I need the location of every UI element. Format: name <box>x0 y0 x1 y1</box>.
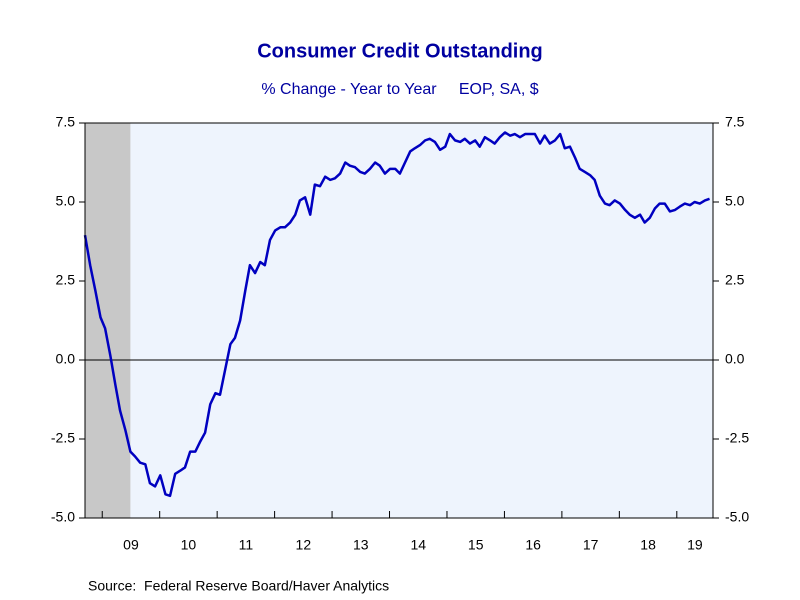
plot-area <box>85 123 713 518</box>
x-tick-label: 18 <box>640 537 656 553</box>
plot-frame <box>84 122 714 519</box>
x-tick-label: 11 <box>239 537 254 553</box>
y2-tick-label: 7.5 <box>725 114 745 130</box>
x-tick-label: 14 <box>410 537 426 553</box>
y-tick-label: 7.5 <box>56 114 76 130</box>
source-note: Source: Federal Reserve Board/Haver Anal… <box>88 578 389 594</box>
x-tick-label: 19 <box>687 537 703 553</box>
x-tick-label: 10 <box>181 537 197 553</box>
shaded-period <box>85 123 131 518</box>
y-tick-label: 2.5 <box>56 272 76 288</box>
x-tick-label: 16 <box>525 537 541 553</box>
y2-tick-label: 2.5 <box>725 272 745 288</box>
y-tick-label: -5.0 <box>51 509 75 525</box>
data-line <box>83 131 710 498</box>
y2-tick-label: -5.0 <box>725 509 749 525</box>
x-tick-label: 15 <box>468 537 484 553</box>
chart-title: Consumer Credit Outstanding <box>257 40 543 62</box>
x-tick-label: 13 <box>353 537 369 553</box>
y-tick-label: -2.5 <box>51 430 75 446</box>
x-tick-label: 09 <box>123 537 139 553</box>
x-tick-label: 12 <box>296 537 312 553</box>
y2-tick-label: -2.5 <box>725 430 749 446</box>
y-tick-label: 5.0 <box>56 193 76 209</box>
x-tick-label: 17 <box>583 537 599 553</box>
y2-tick-label: 5.0 <box>725 193 745 209</box>
y2-tick-label: 0.0 <box>725 351 745 367</box>
y-tick-label: 0.0 <box>56 351 76 367</box>
chart-subtitle: % Change - Year to Year EOP, SA, $ <box>261 81 538 98</box>
